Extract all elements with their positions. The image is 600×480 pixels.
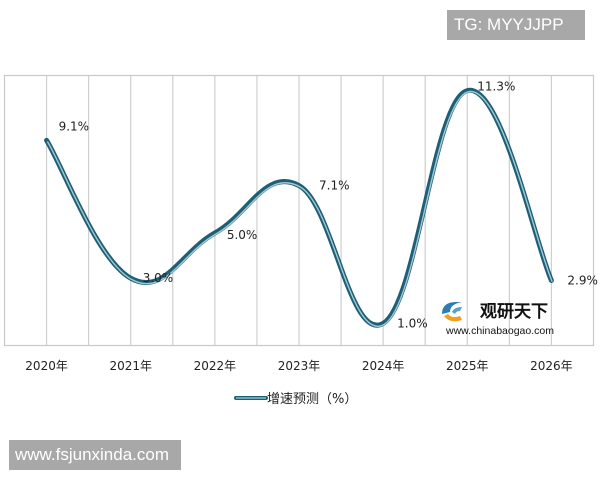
data-label: 11.3% [477, 80, 515, 94]
gridlines [45, 75, 553, 346]
logo-url: www.chinabaogao.com [445, 325, 554, 337]
series-line-highlight [46, 91, 553, 328]
logo: 观研天下 www.chinabaogao.com [442, 302, 554, 337]
data-label: 7.1% [319, 179, 350, 193]
watermark-bottom: www.fsjunxinda.com [9, 440, 181, 470]
x-axis-label: 2025年 [446, 359, 489, 373]
x-axis-label: 2021年 [109, 359, 152, 373]
plot-area-border [3, 74, 595, 347]
data-labels: 9.1% 3.0% 5.0% 7.1% 1.0% 11.3% 2.9% [59, 80, 598, 331]
series-line [44, 88, 554, 328]
x-axis-label: 2026年 [530, 359, 573, 373]
x-axis-labels: 2020年 2021年 2022年 2023年 2024年 2025年 2026年 [25, 359, 572, 373]
data-label: 3.0% [143, 271, 174, 285]
legend: 增速预测（%） [234, 392, 357, 407]
data-label: 1.0% [397, 316, 428, 330]
data-label: 5.0% [227, 228, 258, 242]
logo-icon [442, 302, 462, 322]
x-axis-label: 2023年 [278, 359, 321, 373]
data-label: 2.9% [567, 273, 598, 287]
watermark-top: TG: MYYJJPP [447, 10, 585, 40]
x-axis-label: 2020年 [25, 359, 68, 373]
x-axis-label: 2024年 [362, 359, 405, 373]
logo-name: 观研天下 [479, 302, 548, 322]
data-label: 9.1% [59, 119, 89, 133]
legend-label: 增速预测（%） [267, 392, 357, 407]
x-axis-label: 2022年 [194, 359, 237, 373]
